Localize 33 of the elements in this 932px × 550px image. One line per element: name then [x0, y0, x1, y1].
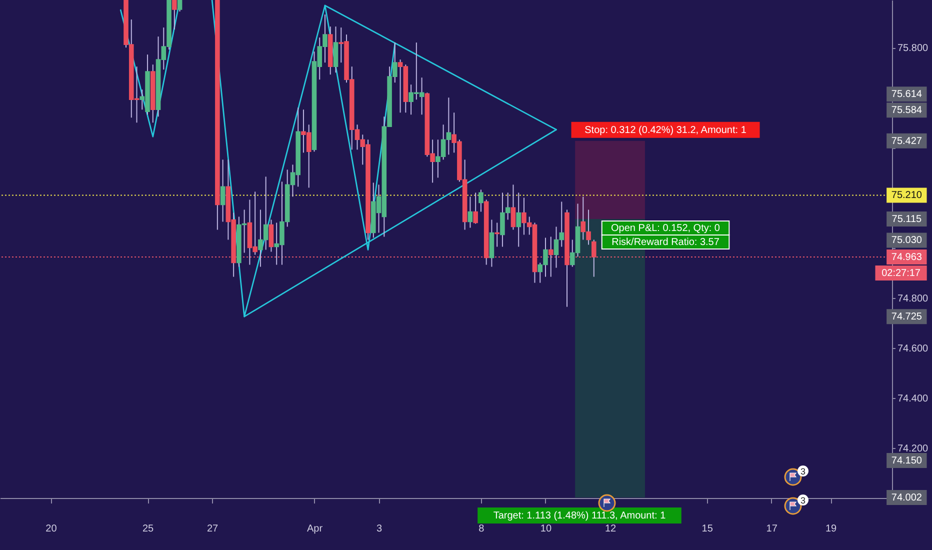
y-tick-label: 75.800 — [898, 43, 929, 54]
annotation: 75.115 — [892, 214, 922, 225]
y-tick-label: 74.600 — [898, 343, 929, 354]
annotation: 75.030 — [891, 235, 922, 246]
y-tick-label: 74.400 — [898, 393, 929, 404]
annotation: 74.150 — [891, 455, 922, 466]
x-tick-label: 8 — [478, 524, 485, 534]
annotation: Risk/Reward Ratio: 3.57 — [612, 236, 720, 248]
y-tick-label: 74.200 — [898, 443, 929, 454]
annotation: 3 — [800, 466, 806, 476]
x-tick-label: 20 — [46, 524, 58, 534]
x-tick-label: 17 — [766, 524, 778, 534]
annotation: 02:27:17 — [882, 268, 921, 280]
x-tick-label: 12 — [604, 524, 617, 534]
annotation: 75.584 — [891, 105, 922, 116]
annotation: 74.725 — [891, 312, 922, 323]
text: Target: 1.113 (1.48%) 111.3, Amount: 1 — [493, 510, 666, 522]
y-tick-label: 74.800 — [898, 293, 929, 304]
annotation: 75.427 — [891, 136, 922, 147]
x-tick-label: Apr — [306, 524, 324, 534]
ref-line-label: 75.210 — [891, 190, 922, 202]
x-tick-label: 27 — [206, 524, 219, 534]
annotation: Open P&L: 0.152, Qty: 0 — [611, 222, 720, 234]
ref-line-label: 74.963 — [891, 252, 922, 264]
annotation: 75.614 — [891, 89, 922, 100]
x-tick-label: 3 — [376, 524, 382, 534]
x-tick-label: 19 — [825, 524, 838, 534]
x-tick-label: 10 — [540, 524, 552, 534]
x-tick-label: 15 — [702, 524, 714, 534]
annotation: Stop: 0.312 (0.42%) 31.2, Amount: 1 — [584, 124, 747, 136]
x-tick-label: 25 — [142, 524, 154, 534]
annotation: 74.002 — [891, 492, 922, 504]
annotation: 3 — [800, 496, 806, 506]
